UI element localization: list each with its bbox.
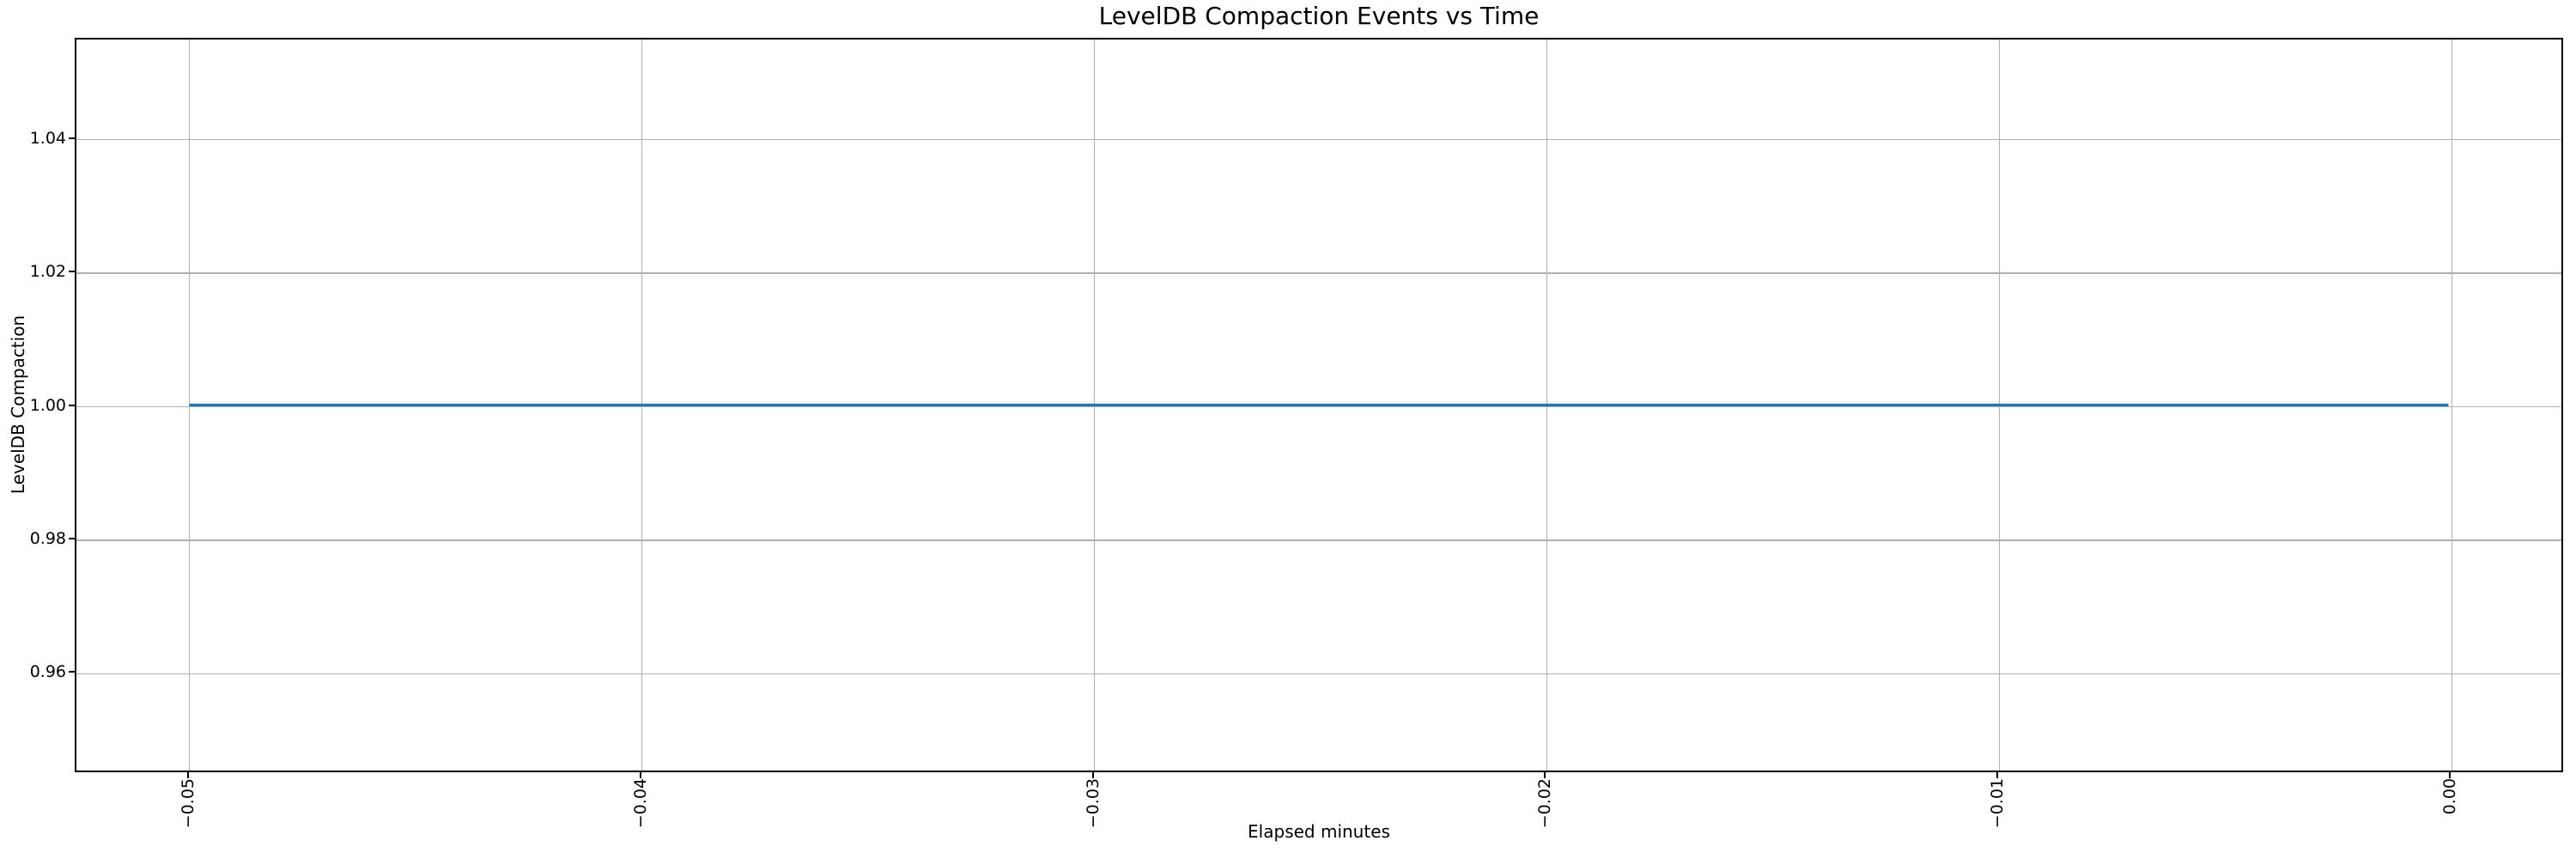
y-tick-mark bbox=[69, 671, 75, 673]
x-gridline bbox=[2451, 40, 2453, 771]
y-tick-mark bbox=[69, 404, 75, 406]
x-tick-label: 0.00 bbox=[2440, 778, 2460, 815]
y-tick-mark bbox=[69, 137, 75, 139]
y-tick-label: 0.98 bbox=[29, 528, 66, 548]
y-tick-label: 1.04 bbox=[29, 128, 66, 148]
y-tick-mark bbox=[69, 271, 75, 273]
y-tick-mark bbox=[69, 537, 75, 539]
y-gridline bbox=[76, 673, 2561, 675]
x-tick-label: −0.04 bbox=[630, 778, 650, 829]
x-tick-mark bbox=[186, 772, 189, 778]
x-tick-mark bbox=[1091, 772, 1094, 778]
y-gridline bbox=[76, 405, 2561, 408]
x-tick-mark bbox=[2449, 772, 2451, 778]
x-axis-label: Elapsed minutes bbox=[1248, 821, 1390, 842]
y-gridline bbox=[76, 539, 2561, 541]
x-tick-mark bbox=[1544, 772, 1546, 778]
x-tick-mark bbox=[1996, 772, 1999, 778]
y-tick-label: 0.96 bbox=[29, 662, 66, 682]
x-tick-mark bbox=[639, 772, 641, 778]
y-tick-label: 1.00 bbox=[29, 395, 66, 415]
x-tick-label: −0.05 bbox=[178, 778, 197, 829]
x-tick-label: −0.02 bbox=[1535, 778, 1555, 829]
y-gridline bbox=[76, 138, 2561, 141]
series-canvas bbox=[189, 403, 2449, 407]
y-tick-label: 1.02 bbox=[29, 262, 66, 282]
x-tick-label: −0.01 bbox=[1988, 778, 2008, 829]
plot-area bbox=[75, 38, 2563, 772]
chart-title: LevelDB Compaction Events vs Time bbox=[1098, 2, 1540, 30]
y-gridline bbox=[76, 272, 2561, 274]
x-tick-label: −0.03 bbox=[1083, 778, 1103, 829]
